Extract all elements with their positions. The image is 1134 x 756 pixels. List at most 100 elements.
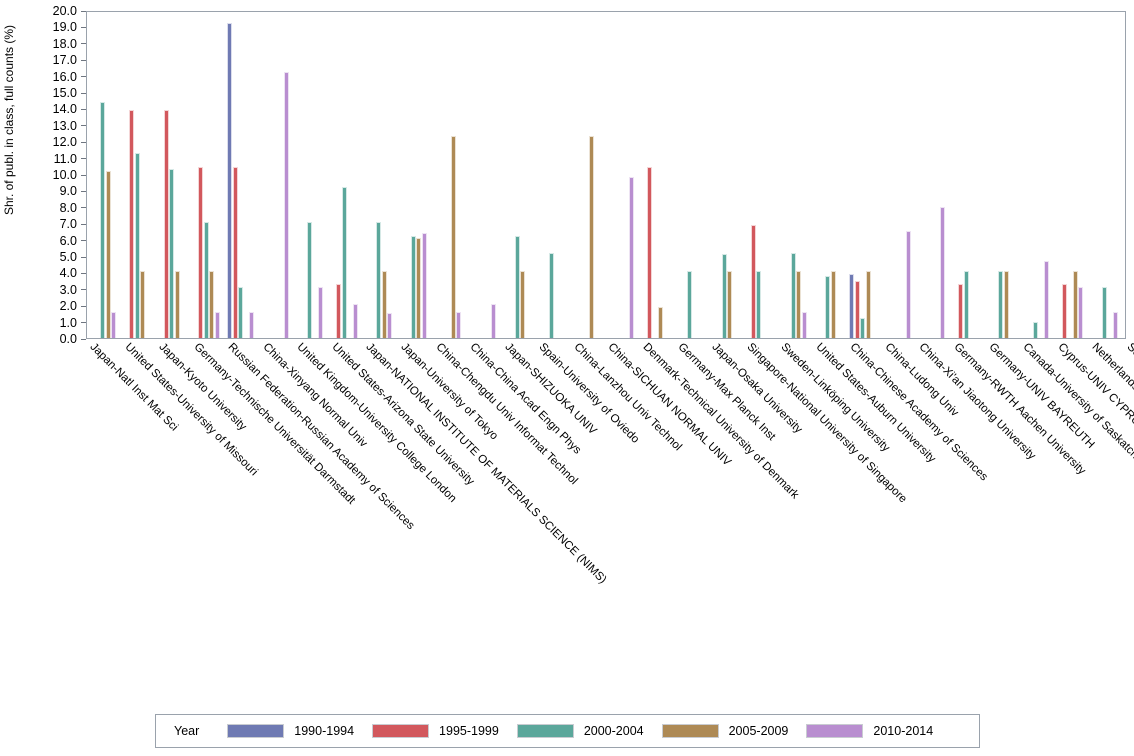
bar-group[interactable] [674, 12, 709, 338]
bar[interactable] [283, 72, 289, 338]
bar-group[interactable] [156, 12, 191, 338]
bar[interactable] [825, 275, 831, 338]
bar-group[interactable] [1089, 12, 1124, 338]
bar[interactable] [227, 23, 233, 338]
bar[interactable] [1003, 270, 1009, 338]
bar[interactable] [998, 270, 1004, 338]
bar[interactable] [756, 270, 762, 338]
bar[interactable] [381, 270, 387, 338]
bar[interactable] [341, 187, 347, 338]
bar-group[interactable] [882, 12, 917, 338]
bar-group[interactable] [640, 12, 675, 338]
bar[interactable] [1072, 270, 1078, 338]
bar[interactable] [687, 270, 693, 338]
bar[interactable] [307, 221, 313, 338]
bar[interactable] [790, 252, 796, 338]
bar[interactable] [849, 274, 855, 338]
bar[interactable] [416, 237, 422, 338]
bar[interactable] [105, 170, 111, 338]
bar[interactable] [1061, 283, 1067, 338]
bar-group[interactable] [398, 12, 433, 338]
bar[interactable] [549, 252, 555, 338]
bar-group[interactable] [225, 12, 260, 338]
bar-group[interactable] [812, 12, 847, 338]
bar-group[interactable] [743, 12, 778, 338]
bar[interactable] [865, 270, 871, 338]
bar-group[interactable] [87, 12, 122, 338]
bar[interactable] [1032, 321, 1038, 338]
bar-group[interactable] [502, 12, 537, 338]
bar[interactable] [1043, 260, 1049, 338]
bar[interactable] [940, 206, 946, 338]
bar-group[interactable] [1123, 12, 1134, 338]
bar[interactable] [750, 224, 756, 338]
bar[interactable] [647, 167, 653, 338]
bar[interactable] [174, 270, 180, 338]
legend-item[interactable]: 1990-1994 [227, 724, 354, 738]
bar[interactable] [318, 287, 324, 338]
bar-group[interactable] [1020, 12, 1055, 338]
bar[interactable] [203, 221, 209, 338]
bar[interactable] [958, 283, 964, 338]
bar[interactable] [214, 311, 220, 338]
bar[interactable] [456, 311, 462, 338]
bar-group[interactable] [985, 12, 1020, 338]
bar[interactable] [421, 233, 427, 338]
bar-group[interactable] [294, 12, 329, 338]
bar[interactable] [336, 283, 342, 338]
bar[interactable] [514, 236, 520, 338]
bar[interactable] [1078, 287, 1084, 338]
bar[interactable] [629, 177, 635, 338]
bar-group[interactable] [847, 12, 882, 338]
bar[interactable] [198, 167, 204, 338]
bar-group[interactable] [260, 12, 295, 338]
bar[interactable] [249, 311, 255, 338]
bar[interactable] [860, 318, 866, 338]
legend-item[interactable]: 2005-2009 [661, 724, 788, 738]
bar-group[interactable] [432, 12, 467, 338]
bar[interactable] [238, 287, 244, 338]
bar-group[interactable] [536, 12, 571, 338]
bar[interactable] [163, 110, 169, 338]
bar[interactable] [209, 270, 215, 338]
bar[interactable] [129, 110, 135, 338]
bar[interactable] [520, 270, 526, 338]
bar-group[interactable] [122, 12, 157, 338]
bar[interactable] [352, 303, 358, 338]
bar-group[interactable] [571, 12, 606, 338]
bar-group[interactable] [329, 12, 364, 338]
bar[interactable] [134, 152, 140, 338]
bar-group[interactable] [709, 12, 744, 338]
bar-group[interactable] [605, 12, 640, 338]
bar[interactable] [658, 306, 664, 338]
bar[interactable] [589, 136, 595, 338]
bar[interactable] [491, 303, 497, 338]
bar[interactable] [232, 167, 238, 338]
bar[interactable] [1112, 311, 1118, 338]
legend-item[interactable]: 1995-1999 [372, 724, 499, 738]
bar[interactable] [410, 236, 416, 338]
bar[interactable] [111, 311, 116, 338]
bar[interactable] [169, 169, 175, 338]
bar[interactable] [376, 221, 382, 338]
bar[interactable] [830, 270, 836, 338]
bar[interactable] [721, 254, 727, 338]
bar-group[interactable] [916, 12, 951, 338]
bar-group[interactable] [778, 12, 813, 338]
bar-group[interactable] [951, 12, 986, 338]
bar[interactable] [963, 270, 969, 338]
bar-group[interactable] [1054, 12, 1089, 338]
bar[interactable] [1101, 287, 1107, 338]
legend-item[interactable]: 2010-2014 [806, 724, 933, 738]
bar[interactable] [387, 313, 393, 338]
bar[interactable] [140, 270, 146, 338]
bar[interactable] [854, 280, 860, 338]
bar[interactable] [727, 270, 733, 338]
bar[interactable] [450, 136, 456, 338]
bar-group[interactable] [191, 12, 226, 338]
bar[interactable] [905, 231, 911, 338]
bar[interactable] [796, 270, 802, 338]
bar-group[interactable] [363, 12, 398, 338]
legend-item[interactable]: 2000-2004 [516, 724, 644, 738]
bar-group[interactable] [467, 12, 502, 338]
